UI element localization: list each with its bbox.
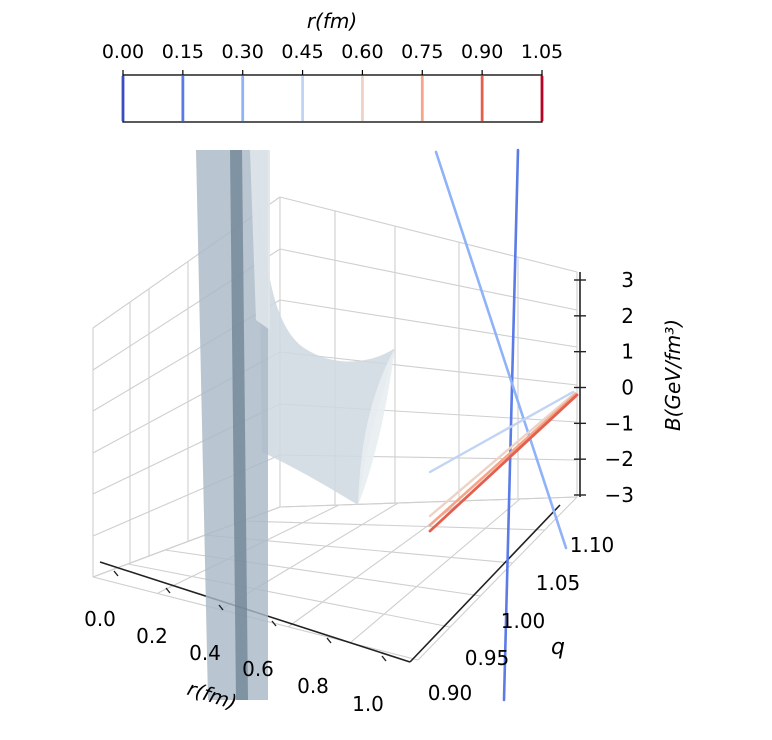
colorbar-ticks [122, 70, 543, 75]
x-tick-labels: 0.0 0.2 0.4 0.6 0.8 1.0 [84, 570, 387, 716]
contour-line [428, 392, 578, 527]
colorbar-tick-label: 1.05 [521, 41, 563, 63]
z-axis-label: B(GeV/fm³) [661, 319, 685, 431]
surface-band-core [230, 150, 248, 700]
z-tick-label: 0 [621, 376, 634, 400]
x-tick-label: 0.4 [189, 641, 221, 665]
grid-line [279, 196, 578, 273]
contour-line [428, 391, 577, 518]
grid-line [417, 496, 578, 661]
z-tick-label: −1 [605, 411, 634, 435]
x-tick-mark [113, 570, 119, 577]
surface-band-edge [250, 150, 270, 330]
grid-line [127, 563, 451, 628]
surface-sheet-light [358, 348, 395, 505]
colorbar-box [122, 74, 543, 123]
x-tick-label: 0.2 [136, 624, 168, 648]
surface-sheet [258, 150, 395, 505]
contour-lines [428, 148, 579, 702]
colorbar-tick-label: 0.15 [162, 41, 204, 63]
z-tick-labels: 3 2 1 0 −1 −2 −3 [574, 268, 634, 507]
contour-line [434, 150, 568, 550]
x-tick-label: 0.8 [297, 674, 329, 698]
x-tick-label: 1.0 [352, 692, 384, 716]
x-tick-label: 0.0 [84, 607, 116, 631]
colorbar-tick-label: 0.90 [461, 41, 503, 63]
y-tick-label: 1.00 [501, 609, 546, 633]
x-tick-mark [218, 604, 224, 611]
z-tick-label: −2 [605, 447, 634, 471]
colorbar: r(fm) 0.00 0.15 0.30 0.45 0.60 0.75 0.90 1.05 [102, 9, 563, 123]
z-tick-label: 2 [621, 304, 634, 328]
x-tick-mark [271, 620, 277, 627]
y-axis-label: q [551, 635, 565, 660]
z-tick-label: 1 [621, 340, 634, 364]
x-tick-mark [381, 655, 387, 662]
grid-line [241, 520, 546, 531]
grid-line [349, 498, 521, 644]
y-tick-labels: 0.90 0.95 1.00 1.05 1.10 [428, 533, 615, 705]
x-tick-mark [326, 637, 332, 644]
x-tick-mark [165, 587, 171, 594]
contour-line [428, 393, 579, 533]
colorbar-tick-label: 0.30 [222, 41, 264, 63]
colorbar-label: r(fm) [307, 9, 357, 33]
y-tick-label: 1.05 [536, 571, 581, 595]
contour-line [428, 390, 575, 474]
colorbar-tick-label: 0.45 [281, 41, 323, 63]
colorbar-tick-label: 0.75 [401, 41, 443, 63]
z-tick-label: 3 [621, 268, 634, 292]
grid-line [279, 351, 578, 386]
z-tick-label: −3 [605, 483, 634, 507]
x-tick-label: 0.6 [242, 657, 274, 681]
grid-line [279, 248, 578, 311]
contour-line [502, 148, 520, 702]
colorbar-tick-label: 0.00 [102, 41, 144, 63]
grid-line [279, 496, 578, 508]
y-tick-label: 0.95 [465, 646, 510, 670]
y-tick-label: 0.90 [428, 681, 473, 705]
colorbar-tick-labels: 0.00 0.15 0.30 0.45 0.60 0.75 0.90 1.05 [102, 41, 563, 63]
y-axis-line [409, 504, 561, 663]
surface-band-outer [196, 150, 268, 700]
y-tick-label: 1.10 [570, 533, 615, 557]
colorbar-tick-label: 0.60 [341, 41, 383, 63]
grid-line [279, 299, 578, 348]
colorbar-lines [121, 76, 544, 121]
surface [196, 150, 395, 700]
